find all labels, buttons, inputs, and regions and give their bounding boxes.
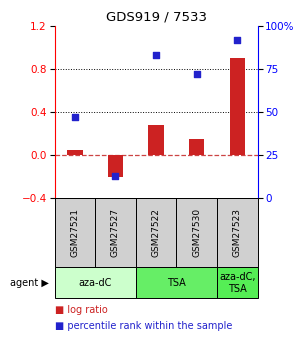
Text: aza-dC: aza-dC	[78, 278, 112, 288]
Text: GSM27527: GSM27527	[111, 208, 120, 257]
Text: agent ▶: agent ▶	[10, 278, 48, 288]
Bar	[176, 198, 217, 267]
Point	[154, 52, 158, 58]
Bar	[55, 267, 136, 298]
Bar	[108, 155, 123, 177]
Text: GSM27530: GSM27530	[192, 208, 201, 257]
Bar	[217, 267, 258, 298]
Point	[72, 115, 77, 120]
Bar	[95, 198, 136, 267]
Bar	[230, 58, 245, 155]
Bar	[217, 198, 258, 267]
Title: GDS919 / 7533: GDS919 / 7533	[105, 10, 207, 23]
Text: GSM27522: GSM27522	[152, 208, 161, 257]
Text: GSM27523: GSM27523	[233, 208, 242, 257]
Bar	[189, 139, 204, 155]
Text: aza-dC,
TSA: aza-dC, TSA	[219, 272, 255, 294]
Bar	[148, 125, 164, 155]
Bar	[136, 267, 217, 298]
Bar	[136, 198, 176, 267]
Point	[235, 37, 240, 42]
Text: TSA: TSA	[167, 278, 186, 288]
Text: ■ log ratio: ■ log ratio	[55, 305, 107, 315]
Point	[194, 71, 199, 77]
Text: ■ percentile rank within the sample: ■ percentile rank within the sample	[55, 321, 232, 331]
Bar	[55, 198, 95, 267]
Point	[113, 173, 118, 179]
Text: GSM27521: GSM27521	[70, 208, 79, 257]
Bar	[67, 150, 82, 155]
